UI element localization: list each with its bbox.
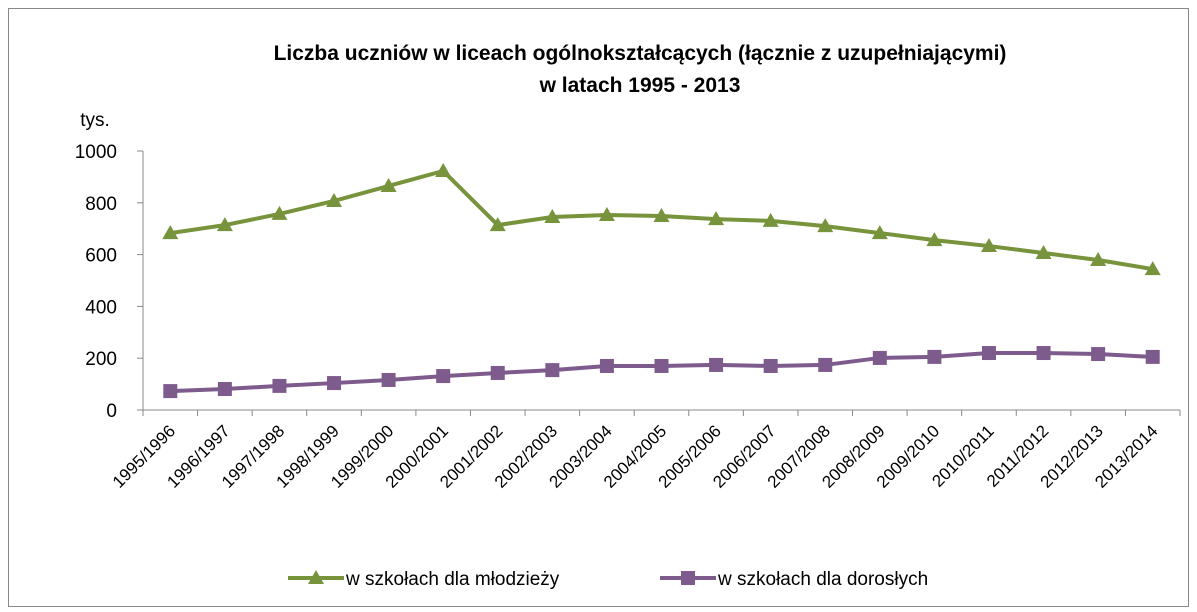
point — [817, 218, 834, 233]
point — [708, 211, 725, 226]
point — [162, 225, 179, 240]
legend-item: w szkołach dla młodzieży — [288, 569, 560, 590]
point — [926, 232, 943, 247]
legend-marker — [308, 570, 324, 584]
point — [272, 378, 287, 393]
legend-item: w szkołach dla dorosłych — [660, 569, 928, 590]
point — [1091, 347, 1106, 362]
point — [490, 365, 505, 380]
point — [216, 217, 233, 232]
point — [436, 369, 451, 384]
y-axis-label: tys. — [80, 110, 110, 131]
legend-label: w szkołach dla młodzieży — [345, 569, 560, 590]
point — [544, 209, 561, 224]
point — [489, 217, 506, 232]
y-tick-label: 600 — [85, 246, 117, 267]
y-tick-label: 200 — [85, 349, 117, 370]
point — [327, 376, 342, 391]
point — [381, 372, 396, 387]
y-tick-label: 1000 — [75, 142, 117, 163]
point — [380, 177, 397, 192]
legend-marker — [681, 571, 695, 585]
point — [1144, 261, 1161, 276]
y-tick-label: 0 — [106, 401, 117, 422]
point — [326, 192, 343, 207]
point — [927, 349, 942, 364]
point — [599, 358, 614, 373]
point — [763, 358, 778, 373]
chart-title: Liczba uczniów w liceach ogólnokształcąc… — [274, 42, 1007, 65]
point — [1036, 346, 1051, 361]
point — [1145, 349, 1160, 364]
point — [981, 346, 996, 361]
point — [1035, 245, 1052, 260]
chart-title: w latach 1995 - 2013 — [539, 74, 741, 97]
point — [1090, 252, 1107, 267]
point — [654, 358, 669, 373]
point — [871, 225, 888, 240]
point — [217, 382, 232, 397]
legend-label: w szkołach dla dorosłych — [717, 569, 928, 590]
y-tick-label: 800 — [85, 194, 117, 215]
point — [709, 357, 724, 372]
point — [271, 205, 288, 220]
chart-frame — [8, 8, 1189, 607]
point — [872, 350, 887, 365]
point — [818, 357, 833, 372]
point — [980, 238, 997, 253]
point — [163, 384, 178, 399]
point — [435, 162, 452, 177]
point — [598, 206, 615, 221]
point — [545, 363, 560, 378]
y-tick-label: 400 — [85, 297, 117, 318]
point — [762, 212, 779, 227]
point — [653, 208, 670, 223]
